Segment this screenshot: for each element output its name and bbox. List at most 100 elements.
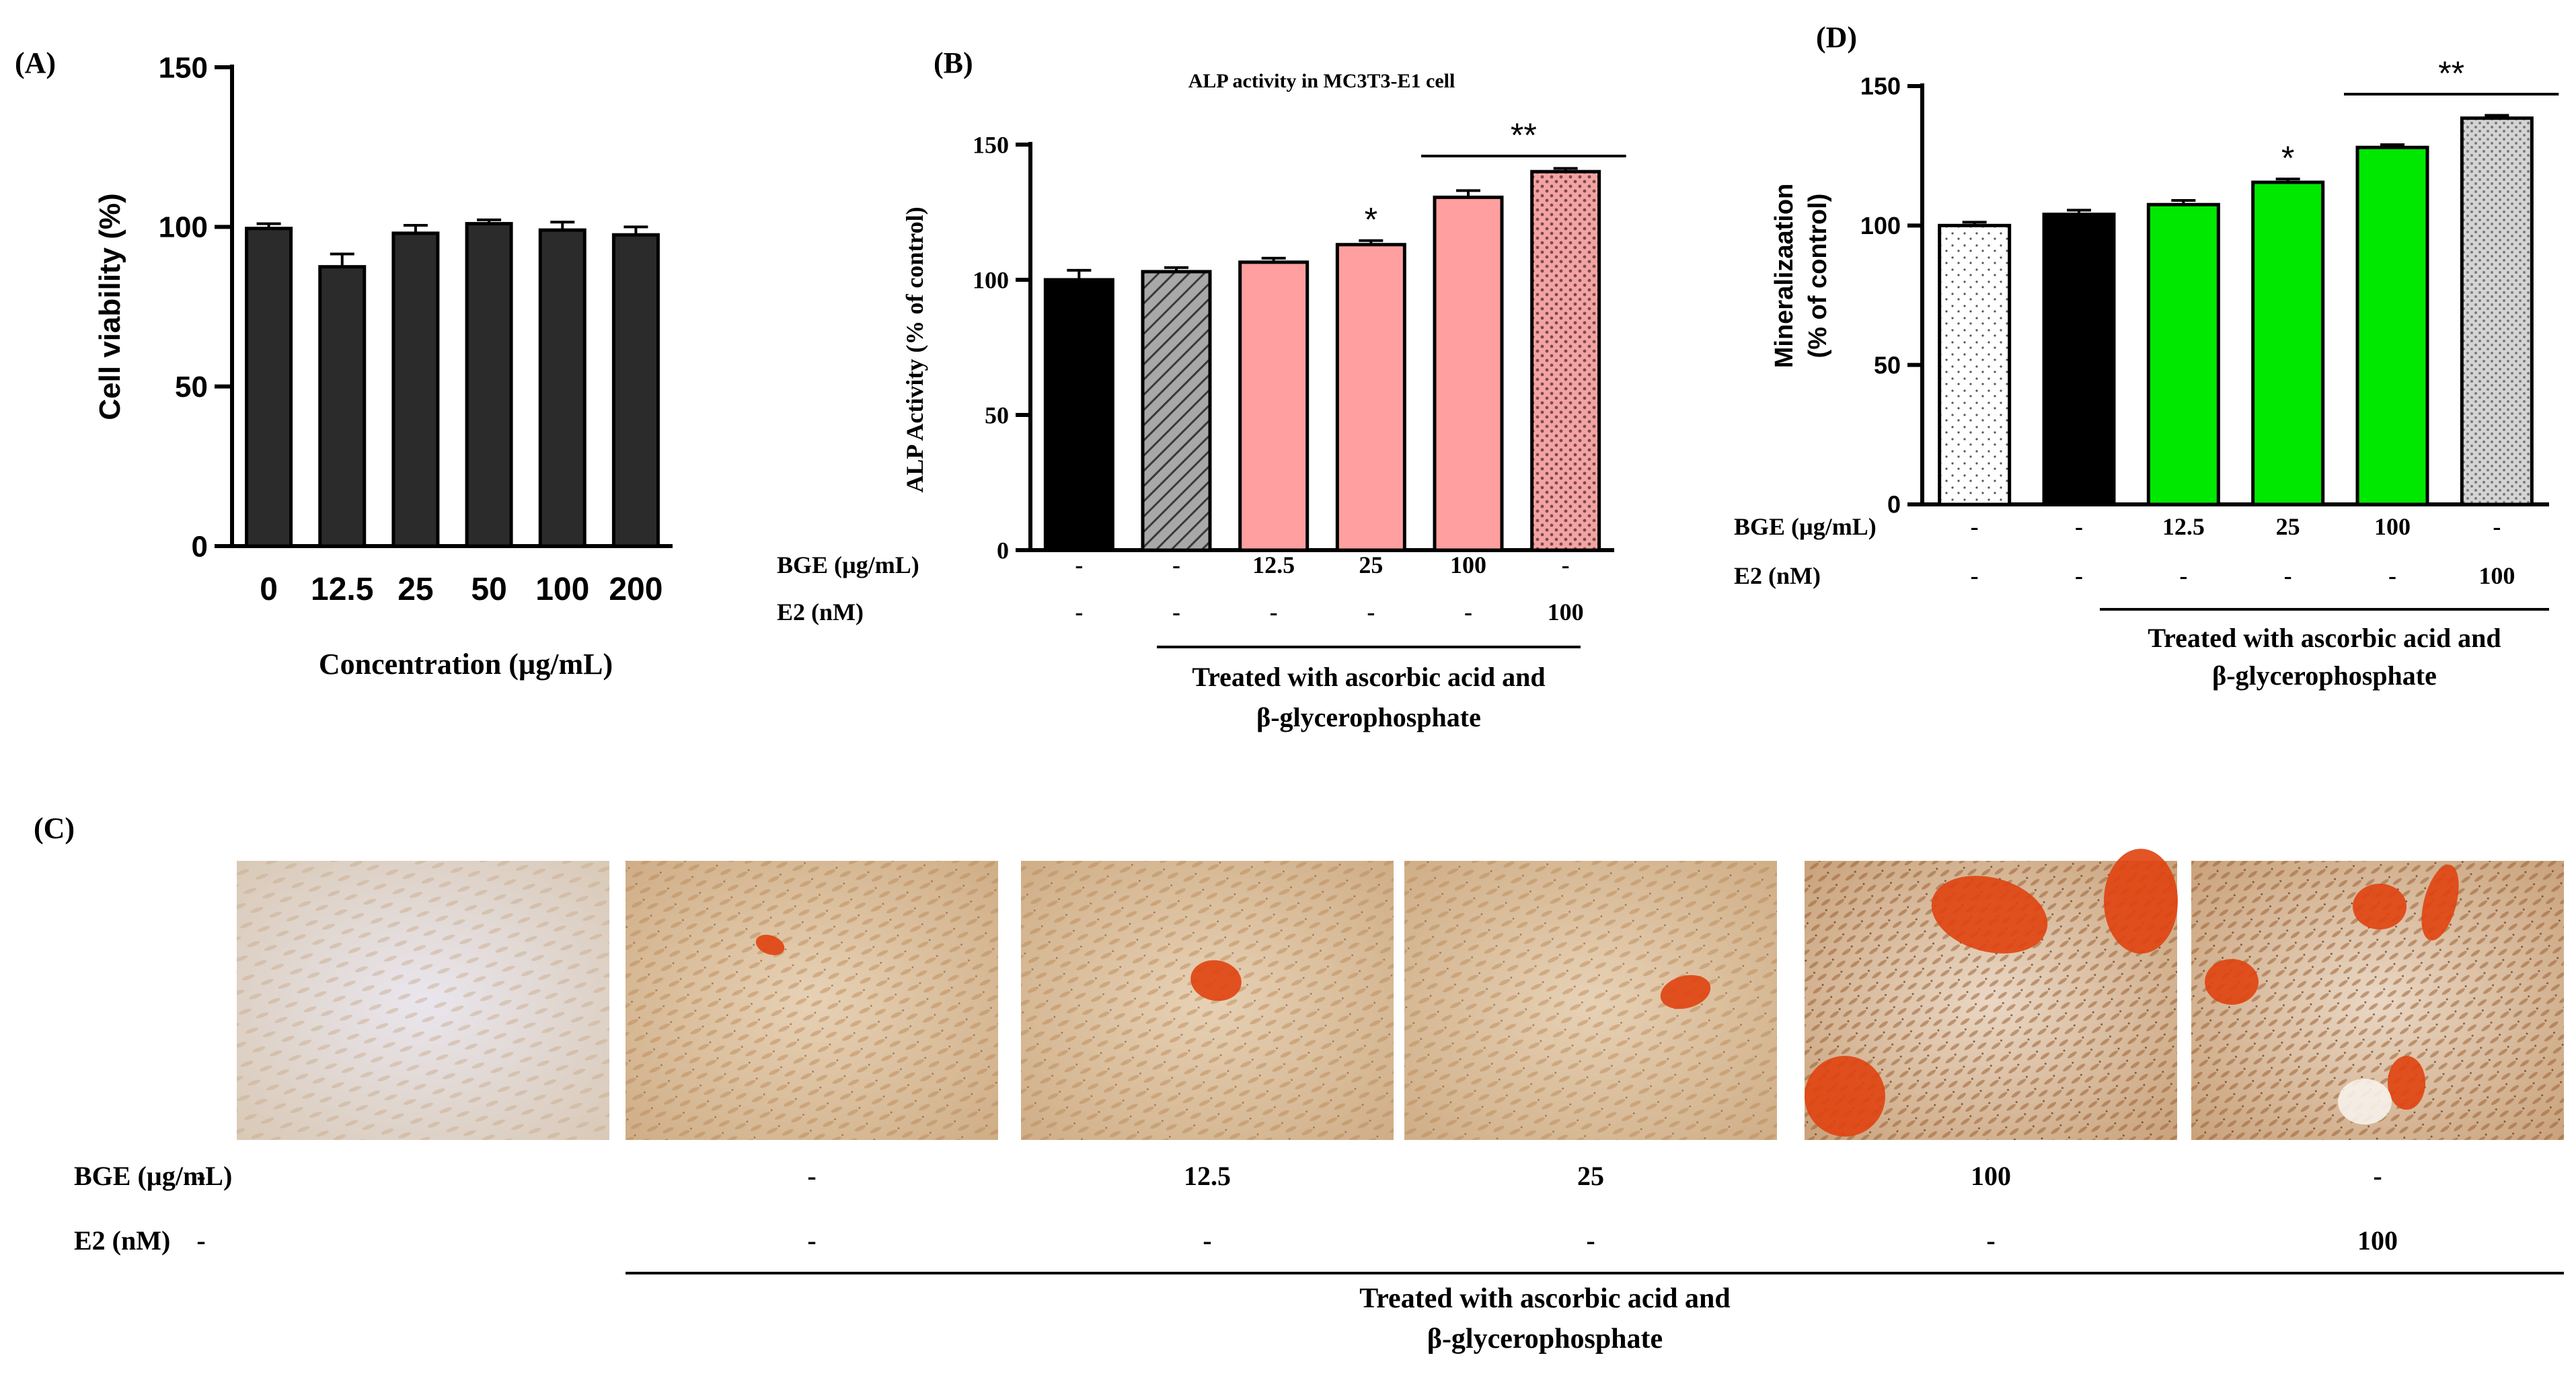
significance-marker: * (1365, 201, 1377, 239)
x-axis-label: Concentration (µg/mL) (319, 648, 613, 681)
panel-label-c: (C) (34, 812, 75, 845)
chart-a: 0 50 100 150 Cell viability (%) 0 12.5 25 50 100 2… (93, 51, 673, 681)
condition-value: - (1075, 599, 1083, 625)
panel-label-b: (B) (934, 46, 973, 79)
x-tick-label: 25 (397, 572, 433, 607)
bar (538, 228, 586, 548)
y-tick-label: 50 (985, 402, 1009, 429)
condition-value: - (2388, 562, 2396, 589)
bar (1530, 169, 1601, 552)
bar (2355, 145, 2429, 506)
condition-value: 25 (2276, 513, 2300, 540)
condition-value: - (196, 1161, 205, 1191)
condition-value: - (2373, 1161, 2382, 1191)
y-tick-label: 50 (175, 371, 208, 404)
microscopy-image (2191, 861, 2564, 1140)
treatment-label: Treated with ascorbic acid and (2148, 623, 2501, 653)
condition-value: 100 (2374, 513, 2411, 540)
treatment-label: Treated with ascorbic acid and (1359, 1283, 1730, 1314)
bar (465, 222, 513, 548)
bar (2460, 116, 2534, 506)
treatment-label-2: β-glycerophosphate (1427, 1324, 1663, 1354)
y-axis-label: Mineralizaation (1770, 184, 1798, 369)
condition-label: E2 (nM) (74, 1225, 170, 1256)
y-tick-label: 100 (973, 267, 1009, 294)
condition-value: 100 (2357, 1225, 2398, 1256)
condition-value: - (1075, 551, 1083, 578)
microscopy-image (1404, 861, 1777, 1140)
y-tick-label: 100 (159, 211, 208, 244)
mineral-nodule (2353, 884, 2407, 929)
mineral-nodule (755, 934, 785, 956)
x-tick-label: 0 (260, 572, 278, 607)
bar (1141, 270, 1212, 552)
mineral-nodule (1805, 1056, 1885, 1137)
condition-value: - (2493, 513, 2501, 540)
y-tick-label: 150 (973, 132, 1009, 159)
panel-label-a: (A) (15, 46, 56, 79)
condition-value: 12.5 (1184, 1161, 1231, 1191)
x-tick-label: 200 (609, 572, 662, 607)
y-axis-label: Cell viability (%) (93, 193, 126, 420)
y-tick-label: 0 (192, 530, 208, 563)
treatment-label-2: β-glycerophosphate (2212, 660, 2437, 691)
mineral-nodule (2388, 1056, 2425, 1110)
chart-title: ALP activity in MC3T3-E1 cell (1188, 70, 1455, 92)
mineral-nodule (2104, 849, 2178, 954)
y-tick-label: 0 (1887, 491, 1901, 519)
condition-value: - (1203, 1225, 1211, 1256)
condition-value: - (2075, 562, 2083, 589)
y-axis-label-2: (% of control) (1804, 194, 1832, 358)
condition-value: 100 (1548, 599, 1584, 625)
bar (245, 227, 293, 548)
bar (1433, 195, 1504, 552)
condition-value: - (1971, 513, 1979, 540)
condition-value: - (196, 1225, 205, 1256)
significance-marker: * (2281, 139, 2294, 177)
condition-value: 100 (1450, 551, 1486, 578)
bar (1335, 243, 1406, 552)
x-tick-label: 50 (471, 572, 506, 607)
significance-marker: ** (2438, 54, 2464, 92)
y-axis-label: ALP Activity (% of control) (901, 206, 928, 492)
mineral-nodule (1190, 960, 1242, 1001)
y-tick-label: 150 (159, 51, 208, 84)
condition-value: - (807, 1161, 816, 1191)
condition-value: - (1971, 562, 1979, 589)
bar (391, 231, 440, 548)
bar (2042, 213, 2116, 506)
mineral-nodule (2421, 864, 2459, 941)
condition-value: - (1464, 599, 1472, 625)
condition-value: 25 (1359, 551, 1383, 578)
y-tick-label: 100 (1860, 212, 1901, 239)
bar (318, 265, 367, 548)
bar (1043, 278, 1114, 552)
mineral-nodule (1660, 975, 1711, 1009)
condition-value: - (807, 1225, 816, 1256)
microscopy-image (237, 861, 609, 1140)
microscopy-image (626, 861, 998, 1140)
condition-value: 12.5 (1252, 551, 1295, 578)
treatment-label: Treated with ascorbic acid and (1192, 662, 1545, 692)
condition-label: BGE (µg/mL) (74, 1161, 232, 1191)
y-tick-label: 150 (1860, 73, 1901, 100)
x-tick-label: 12.5 (311, 572, 373, 607)
bar (1938, 223, 2012, 506)
y-tick-label: 0 (997, 537, 1009, 564)
treatment-label-2: β-glycerophosphate (1256, 702, 1481, 732)
condition-label: BGE (µg/mL) (777, 551, 919, 578)
condition-value: - (1367, 599, 1375, 625)
condition-value: - (1270, 599, 1278, 625)
bar (2146, 202, 2220, 506)
condition-value: - (2284, 562, 2292, 589)
condition-value: - (1586, 1225, 1595, 1256)
microscopy-image (1021, 861, 1394, 1140)
condition-value: - (1172, 599, 1180, 625)
chart-b: 0 50 100 150 ALP Activity (% of control) ALP … (777, 70, 1626, 732)
condition-value: 12.5 (2162, 513, 2205, 540)
significance-marker: ** (1511, 116, 1537, 154)
mineral-nodule (2205, 959, 2259, 1005)
condition-value: 100 (1971, 1161, 2011, 1191)
